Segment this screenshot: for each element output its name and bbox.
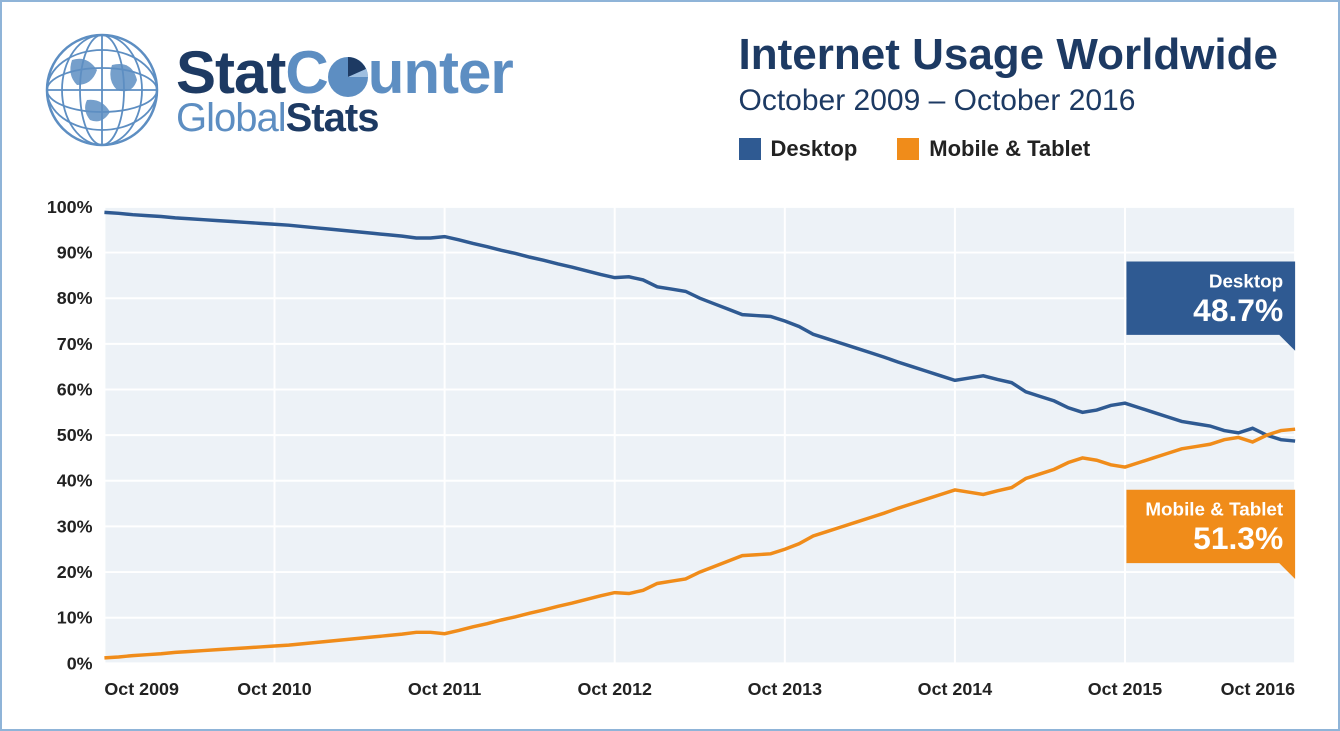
legend-swatch — [897, 138, 919, 160]
x-axis-label: Oct 2015 — [1088, 679, 1163, 699]
x-axis-label: Oct 2011 — [408, 679, 482, 699]
y-axis-label: 70% — [57, 334, 93, 354]
x-axis-label: Oct 2012 — [577, 679, 652, 699]
y-axis-label: 10% — [57, 608, 93, 628]
callout-label: Desktop — [1209, 270, 1283, 291]
y-axis-label: 40% — [57, 471, 93, 491]
callout-value: 51.3% — [1193, 520, 1283, 556]
legend: Desktop Mobile & Tablet — [739, 136, 1279, 162]
globe-icon — [42, 30, 162, 150]
line-chart: 0% 10% 20% 30% 40% 50% 60% 70% 80% 90% 100% Oct 200… — [32, 197, 1308, 709]
x-axis-label: Oct 2009 — [104, 679, 179, 699]
pie-icon — [326, 55, 370, 99]
legend-label: Desktop — [771, 136, 858, 162]
logo-word-unter: unter — [368, 39, 513, 106]
logo-word-stats: Stats — [286, 96, 379, 140]
legend-swatch — [739, 138, 761, 160]
logo-text: StatCunter GlobalStats — [176, 44, 513, 137]
y-axis-label: 60% — [57, 379, 93, 399]
chart-subtitle: October 2009 – October 2016 — [739, 84, 1279, 118]
chart-frame: StatCunter GlobalStats Internet Usage Wo… — [0, 0, 1340, 731]
y-axis-label: 90% — [57, 243, 93, 263]
chart-area: 0% 10% 20% 30% 40% 50% 60% 70% 80% 90% 100% Oct 200… — [32, 197, 1308, 709]
x-axis-label: Oct 2010 — [237, 679, 312, 699]
y-axis-label: 100% — [47, 197, 93, 217]
legend-item: Mobile & Tablet — [897, 136, 1090, 162]
y-axis-label: 30% — [57, 516, 93, 536]
x-axis-label: Oct 2014 — [918, 679, 993, 699]
legend-item: Desktop — [739, 136, 858, 162]
header: StatCunter GlobalStats Internet Usage Wo… — [2, 2, 1338, 162]
logo-word-global: Global — [176, 96, 286, 140]
x-axis-label: Oct 2013 — [748, 679, 823, 699]
title-block: Internet Usage Worldwide October 2009 – … — [739, 30, 1279, 162]
y-axis-label: 50% — [57, 425, 93, 445]
legend-label: Mobile & Tablet — [929, 136, 1090, 162]
x-axis-label: Oct 2016 — [1221, 679, 1296, 699]
y-axis-label: 0% — [67, 653, 93, 673]
callout-label: Mobile & Tablet — [1145, 499, 1284, 520]
callout-value: 48.7% — [1193, 292, 1283, 328]
y-axis-label: 20% — [57, 562, 93, 582]
logo: StatCunter GlobalStats — [42, 30, 513, 150]
y-axis-label: 80% — [57, 288, 93, 308]
chart-title: Internet Usage Worldwide — [739, 30, 1279, 80]
